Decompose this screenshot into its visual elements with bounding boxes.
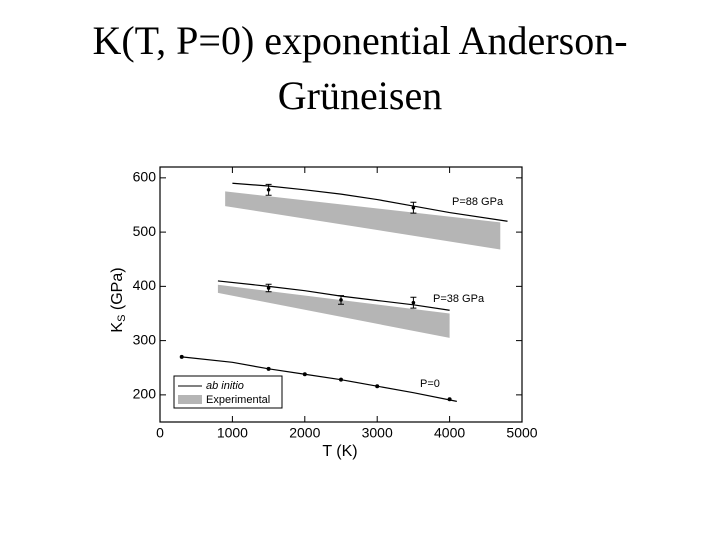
x-tick-label: 4000 xyxy=(434,425,465,441)
y-tick-label: 200 xyxy=(133,386,157,402)
data-point xyxy=(266,286,271,290)
x-tick-label: 3000 xyxy=(362,425,393,441)
data-point xyxy=(411,300,416,305)
ab-initio-line xyxy=(181,356,457,402)
x-tick-label: 2000 xyxy=(289,425,320,441)
plot-frame xyxy=(159,166,523,423)
experimental-band xyxy=(225,191,501,250)
dot xyxy=(302,372,307,377)
y-tick-label: 400 xyxy=(133,277,157,293)
curve-label: P=38 GPa xyxy=(433,293,485,305)
data-point xyxy=(411,205,416,210)
y-tick-label: 300 xyxy=(133,331,157,347)
curve-label: P=0 xyxy=(420,378,440,390)
legend-swatch xyxy=(178,395,202,404)
title-line: Grüneisen xyxy=(278,73,442,118)
x-tick-label: 5000 xyxy=(506,425,537,441)
data-point xyxy=(266,187,271,192)
dot xyxy=(375,384,380,389)
curve-label: P=88 GPa xyxy=(452,196,504,208)
legend-label: ab initio xyxy=(206,380,244,392)
x-axis-label: T (K) xyxy=(322,443,357,460)
ab-initio-line xyxy=(232,182,508,222)
dot xyxy=(339,377,343,382)
title-line: K(T, P=0) exponential Anderson- xyxy=(92,18,627,63)
dot xyxy=(447,397,452,402)
x-tick-label: 1000 xyxy=(217,425,248,441)
x-tick-label: 0 xyxy=(156,425,164,441)
legend-label: Experimental xyxy=(206,394,270,406)
dot xyxy=(266,366,271,371)
dot xyxy=(179,354,184,359)
y-tick-label: 500 xyxy=(133,223,157,239)
experimental-band xyxy=(217,284,450,338)
data-point xyxy=(339,298,343,302)
y-axis-label: KS (GPa) xyxy=(109,267,128,332)
y-tick-label: 600 xyxy=(133,169,157,185)
